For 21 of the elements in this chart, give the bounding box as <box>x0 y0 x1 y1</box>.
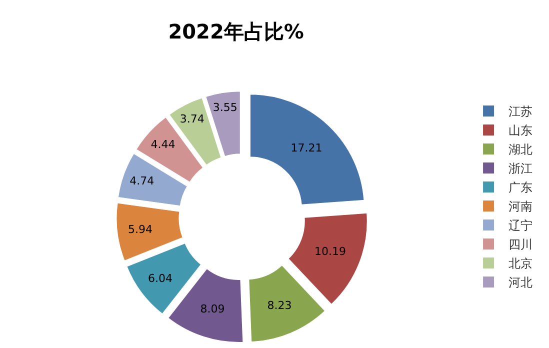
data-label: 8.23 <box>267 299 292 312</box>
data-label: 8.09 <box>200 302 225 316</box>
data-label: 4.74 <box>130 174 154 188</box>
data-label: 5.94 <box>128 222 152 236</box>
data-label: 10.19 <box>314 244 346 258</box>
legend-label: 江苏 <box>508 104 533 119</box>
data-label: 3.74 <box>180 112 204 126</box>
legend-label: 河北 <box>508 276 533 290</box>
data-label: 6.04 <box>148 272 172 285</box>
chart-title: 2022年占比% <box>168 19 304 44</box>
legend-label: 湖北 <box>508 142 533 157</box>
legend-label: 辽宁 <box>508 218 533 233</box>
data-label: 4.44 <box>150 138 176 151</box>
legend-label: 广东 <box>508 180 533 195</box>
data-label: 17.21 <box>290 141 322 154</box>
legend-label: 河南 <box>508 200 533 214</box>
legend-label: 浙江 <box>508 162 533 176</box>
legend-label: 北京 <box>508 256 533 271</box>
legend-label: 四川 <box>508 238 533 252</box>
data-label: 3.55 <box>212 101 238 114</box>
legend-label: 山东 <box>508 124 533 138</box>
